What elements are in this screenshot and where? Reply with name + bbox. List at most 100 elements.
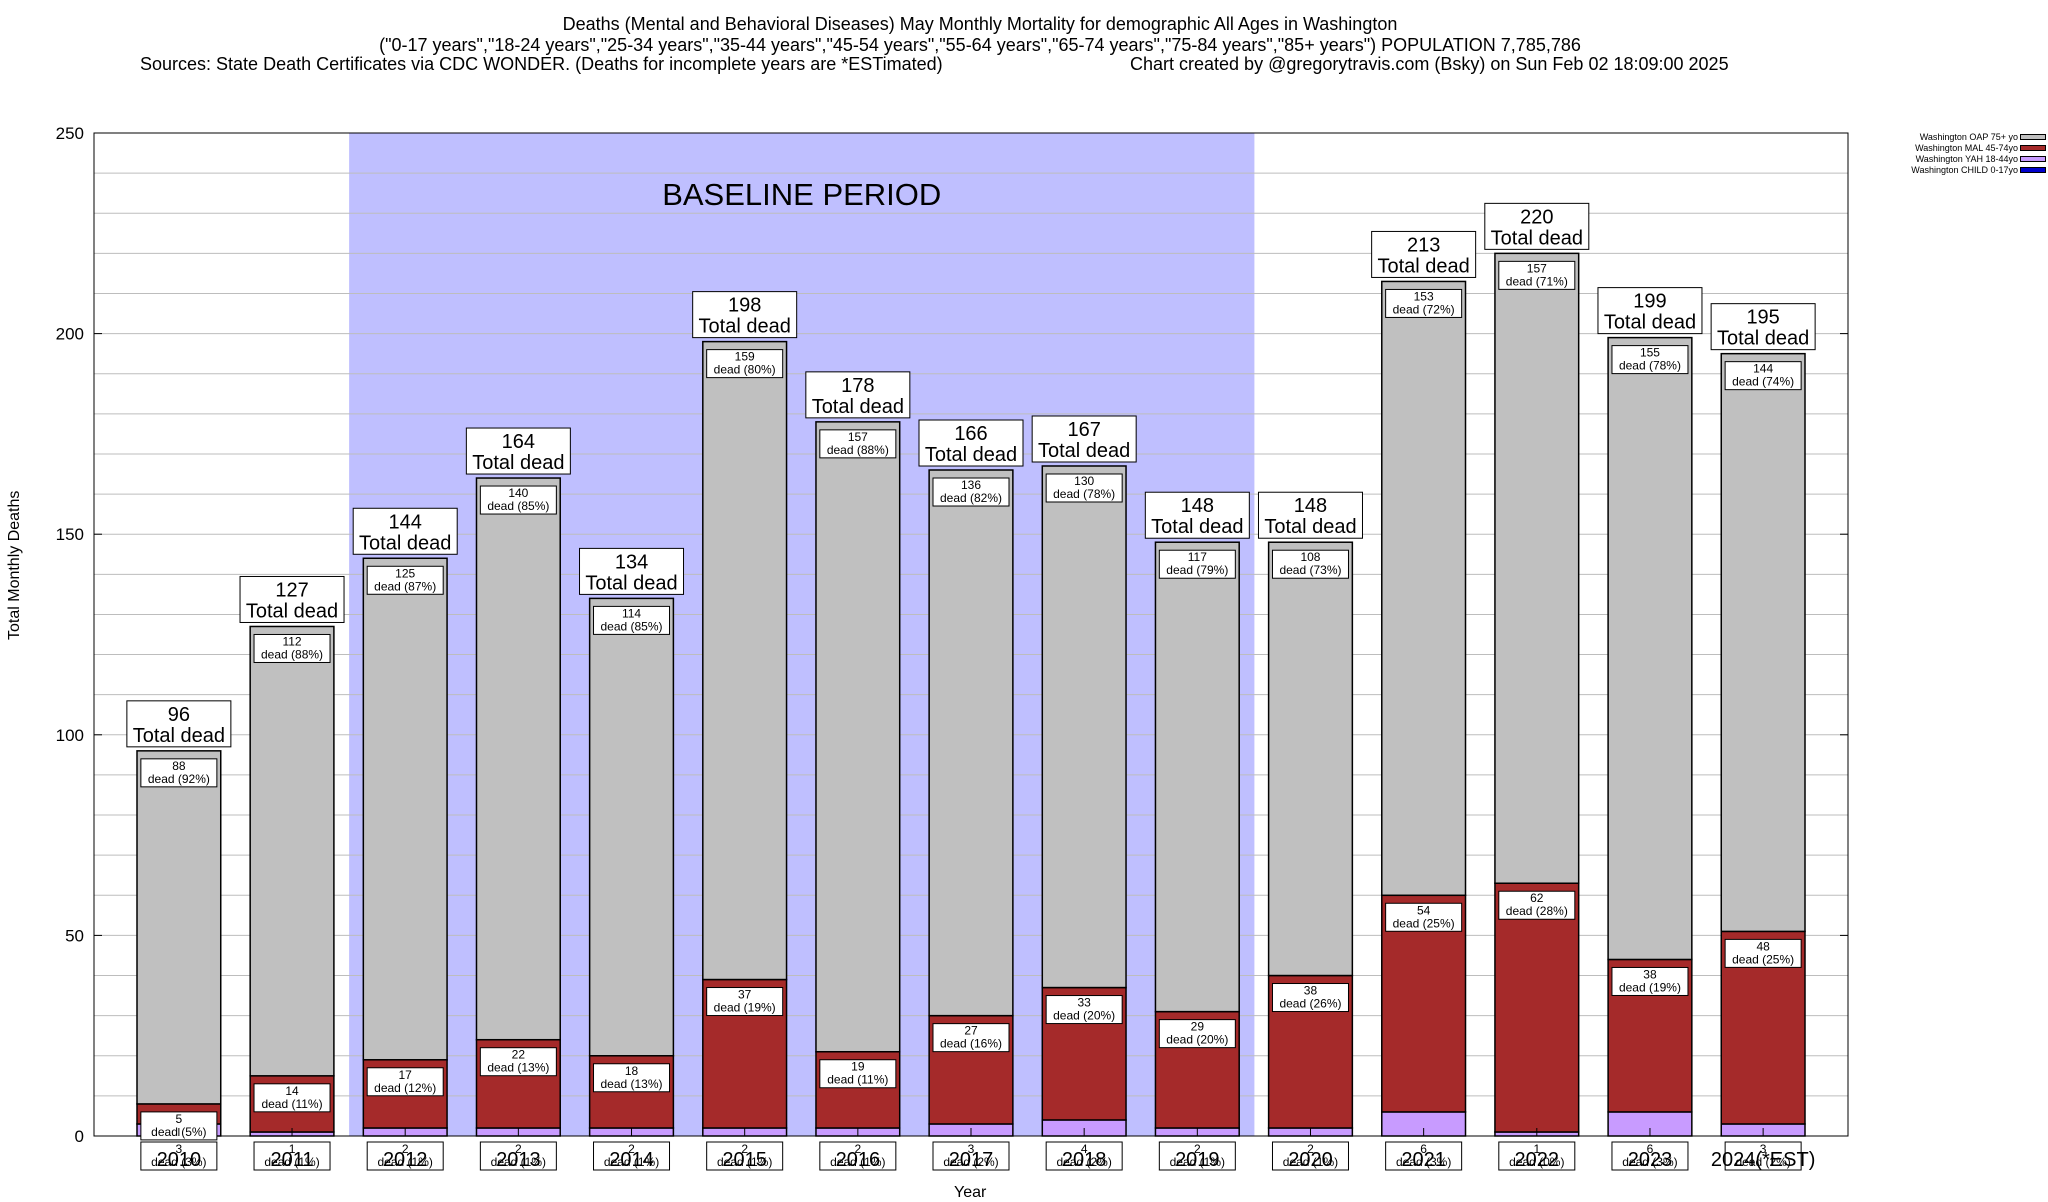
bar-segment-oap	[815, 421, 901, 1053]
segment-pct-label: dead (11%)	[827, 1073, 888, 1087]
segment-label-box	[1271, 983, 1349, 1013]
segment-value-label: 14	[285, 1084, 299, 1098]
segment-label-box	[1385, 288, 1463, 318]
segment-pct-label: dead (19%)	[1619, 980, 1681, 994]
segment-value-label: 38	[1643, 967, 1657, 981]
segment-pct-label: dead (78%)	[1053, 487, 1115, 501]
y-tick-label: 250	[56, 124, 84, 143]
segment-value-label: 6	[1420, 1142, 1427, 1156]
segment-pct-label: dead (1%)	[378, 1155, 433, 1169]
total-dead-label: Total dead	[925, 444, 1017, 466]
segment-value-label: 2	[741, 1142, 748, 1156]
legend-label: Washington OAP 75+ yo	[1919, 132, 2018, 142]
segment-value-label: 29	[1191, 1020, 1205, 1034]
x-tick-label: 2014	[609, 1149, 654, 1171]
segment-pct-label: dead (85%)	[600, 619, 662, 633]
segment-label-box	[1045, 473, 1123, 503]
total-value-label: 198	[728, 295, 761, 317]
total-value-label: 166	[954, 423, 987, 445]
x-tick-label: 2017	[949, 1149, 994, 1171]
bar-segment-oap	[362, 557, 448, 1061]
total-dead-label: Total dead	[133, 725, 225, 747]
segment-value-label: 37	[738, 988, 752, 1002]
total-label-box	[1597, 287, 1703, 335]
segment-value-label: 140	[508, 486, 528, 500]
segment-label-box	[1271, 549, 1349, 579]
total-label-box	[805, 371, 911, 419]
segment-pct-label: dead (88%)	[261, 647, 323, 661]
segment-label-box	[479, 485, 557, 515]
segment-value-label: 88	[172, 759, 186, 773]
bar-segment-oap	[136, 750, 222, 1105]
segment-value-label: 5	[176, 1112, 183, 1126]
chart-title: Deaths (Mental and Behavioral Diseases) …	[562, 14, 1398, 34]
segment-label-box	[253, 633, 331, 663]
segment-value-label: 2	[1307, 1142, 1314, 1156]
segment-pct-label: dead (16%)	[940, 1037, 1002, 1051]
total-dead-label: Total dead	[699, 316, 791, 338]
segment-label-box	[932, 477, 1010, 507]
segment-pct-label: dead (78%)	[1619, 359, 1681, 373]
segment-label-box	[366, 1067, 444, 1097]
segment-pct-label: dead (92%)	[148, 772, 210, 786]
segment-pct-label: dead (1%)	[491, 1155, 546, 1169]
segment-value-label: 2	[515, 1142, 522, 1156]
total-dead-label: Total dead	[1264, 516, 1356, 538]
segment-label-box	[706, 1141, 784, 1171]
total-label-box	[126, 700, 232, 748]
total-value-label: 96	[168, 704, 190, 726]
segment-label-box	[1724, 1141, 1802, 1171]
segment-label-box	[1498, 260, 1576, 290]
segment-label-box	[1498, 1141, 1576, 1171]
y-tick-label: 150	[56, 525, 84, 544]
x-tick-label: 2015	[722, 1149, 767, 1171]
total-label-box	[918, 419, 1024, 467]
total-label-box	[579, 547, 685, 595]
segment-value-label: 1	[1533, 1142, 1540, 1156]
total-value-label: 134	[615, 551, 648, 573]
chart-subtitle: ("0-17 years","18-24 years","25-34 years…	[379, 35, 1581, 55]
segment-pct-label: dead (11%)	[261, 1097, 322, 1111]
bar-segment-oap	[702, 340, 788, 981]
x-tick-label: 2023	[1628, 1149, 1673, 1171]
segment-label-box	[253, 1141, 331, 1171]
segment-label-box	[706, 987, 784, 1017]
segment-pct-label: dead (74%)	[1732, 375, 1794, 389]
segment-label-box	[819, 1059, 897, 1089]
segment-pct-label: dead (25%)	[1732, 952, 1794, 966]
x-axis-label: Year	[954, 1184, 987, 1201]
segment-label-box	[932, 1141, 1010, 1171]
legend-label: Washington MAL 45-74yo	[1915, 143, 2018, 153]
segment-label-box	[932, 1023, 1010, 1053]
total-value-label: 213	[1407, 234, 1440, 256]
segment-value-label: 33	[1077, 996, 1091, 1010]
segment-value-label: 3	[1760, 1142, 1767, 1156]
segment-value-label: 130	[1074, 474, 1094, 488]
x-tick-label: 2018	[1062, 1149, 1107, 1171]
x-tick-label: 2024(*EST)	[1711, 1149, 1816, 1171]
segment-pct-label: dead (1%)	[604, 1155, 659, 1169]
segment-value-label: 2	[628, 1142, 635, 1156]
segment-pct-label: dead (2%)	[943, 1155, 998, 1169]
segment-value-label: 2	[402, 1142, 409, 1156]
segment-value-label: 22	[512, 1048, 526, 1062]
bar-segment-oap	[1267, 541, 1354, 977]
legend-label: Washington CHILD 0-17yo	[1911, 165, 2018, 175]
segment-pct-label: dead (0%)	[1509, 1155, 1564, 1169]
segment-pct-label: dead (2%)	[1735, 1155, 1790, 1169]
segment-pct-label: dead (25%)	[1393, 916, 1455, 930]
segment-pct-label: dead (88%)	[827, 443, 889, 457]
segment-value-label: 3	[968, 1142, 975, 1156]
segment-label-box	[1045, 995, 1123, 1025]
segment-value-label: 144	[1753, 362, 1773, 376]
total-value-label: 199	[1633, 291, 1666, 313]
segment-value-label: 6	[1647, 1142, 1654, 1156]
bar-segment-oap	[1154, 541, 1240, 1013]
segment-label-box	[1498, 890, 1576, 920]
total-label-box	[465, 427, 571, 475]
segment-pct-label: dead (72%)	[1393, 302, 1455, 316]
total-value-label: 144	[389, 511, 422, 533]
total-dead-label: Total dead	[1038, 440, 1130, 462]
x-tick-label: 2010	[157, 1149, 202, 1171]
segment-label-box	[1271, 1141, 1349, 1171]
